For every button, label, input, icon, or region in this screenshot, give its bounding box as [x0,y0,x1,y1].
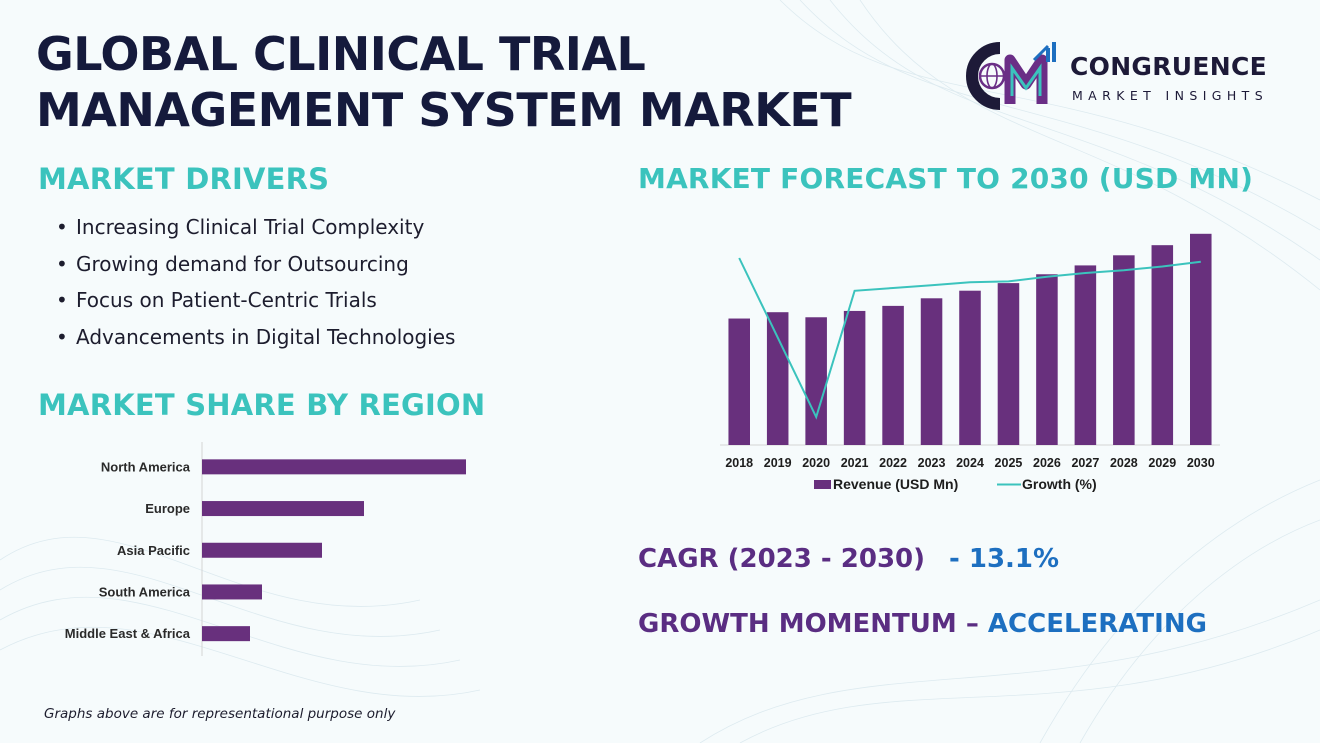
revenue-bar [728,318,750,445]
year-tick-label: 2022 [879,456,907,470]
year-tick-label: 2018 [725,456,753,470]
legend-growth-label: Growth (%) [1022,476,1097,492]
year-tick-label: 2021 [841,456,869,470]
revenue-bar [882,305,904,445]
region-bar [202,542,322,558]
year-tick-label: 2024 [956,456,984,470]
region-bar [202,626,250,642]
company-logo: CONGRUENCE MARKET INSIGHTS [962,38,1292,112]
momentum-label: GROWTH MOMENTUM – [638,609,979,639]
legend-revenue-swatch [814,480,831,489]
revenue-bar [766,312,789,445]
cagr-value: - 13.1% [949,544,1060,574]
region-bar [202,584,262,600]
region-category-label: Asia Pacific [117,543,190,558]
market-share-heading: MARKET SHARE BY REGION [38,388,486,422]
momentum-value: ACCELERATING [987,609,1207,639]
revenue-bar [1113,255,1135,445]
revenue-bar [920,298,943,445]
year-tick-label: 2028 [1110,456,1138,470]
footnote: Graphs above are for representational pu… [44,706,396,722]
cagr-label: CAGR (2023 - 2030) [638,544,926,574]
title-line-2: MANAGEMENT SYSTEM MARKET [36,83,852,137]
market-forecast-heading: MARKET FORECAST TO 2030 (USD MN) [638,162,1254,195]
revenue-bar [843,310,866,445]
year-tick-label: 2027 [1071,456,1099,470]
year-tick-label: 2020 [802,456,830,470]
revenue-bar [805,317,827,445]
driver-item: Advancements in Digital Technologies [56,322,455,359]
year-tick-label: 2023 [918,456,946,470]
region-category-label: South America [99,584,191,599]
region-category-label: Middle East & Africa [65,626,191,641]
revenue-bar [1074,265,1097,445]
logo-tagline: MARKET INSIGHTS [1072,88,1269,103]
year-tick-label: 2019 [764,456,792,470]
revenue-bar [997,283,1020,445]
revenue-bar [1036,274,1058,445]
market-drivers-list: Increasing Clinical Trial Complexity Gro… [56,212,455,358]
revenue-bar [959,290,981,445]
region-category-label: North America [101,459,191,474]
title-line-1: GLOBAL CLINICAL TRIAL [36,27,646,81]
region-bar [202,459,466,475]
growth-momentum-stat: GROWTH MOMENTUM – ACCELERATING [638,609,1207,639]
driver-item: Increasing Clinical Trial Complexity [56,212,455,249]
page-title: GLOBAL CLINICAL TRIAL MANAGEMENT SYSTEM … [36,26,916,138]
revenue-bar [1190,233,1212,445]
driver-item: Focus on Patient-Centric Trials [56,285,455,322]
cagr-stat: CAGR (2023 - 2030) - 13.1% [638,544,1059,574]
year-tick-label: 2029 [1148,456,1176,470]
year-tick-label: 2030 [1187,456,1215,470]
revenue-bar [1151,245,1174,445]
region-share-chart: North America Europe Asia Pacific South Ame… [65,442,466,656]
logo-name: CONGRUENCE [1070,52,1268,81]
forecast-chart: 2018 2019 2020 2021 2022 2023 2024 2025 2026 2027… [720,233,1220,492]
legend-revenue-label: Revenue (USD Mn) [833,476,958,492]
region-bar [202,501,364,517]
logo-mark-icon [966,42,1056,110]
region-category-label: Europe [145,501,190,516]
growth-line [738,257,1201,420]
year-tick-label: 2025 [995,456,1023,470]
market-drivers-heading: MARKET DRIVERS [38,162,330,196]
driver-item: Growing demand for Outsourcing [56,249,455,286]
year-tick-label: 2026 [1033,456,1061,470]
